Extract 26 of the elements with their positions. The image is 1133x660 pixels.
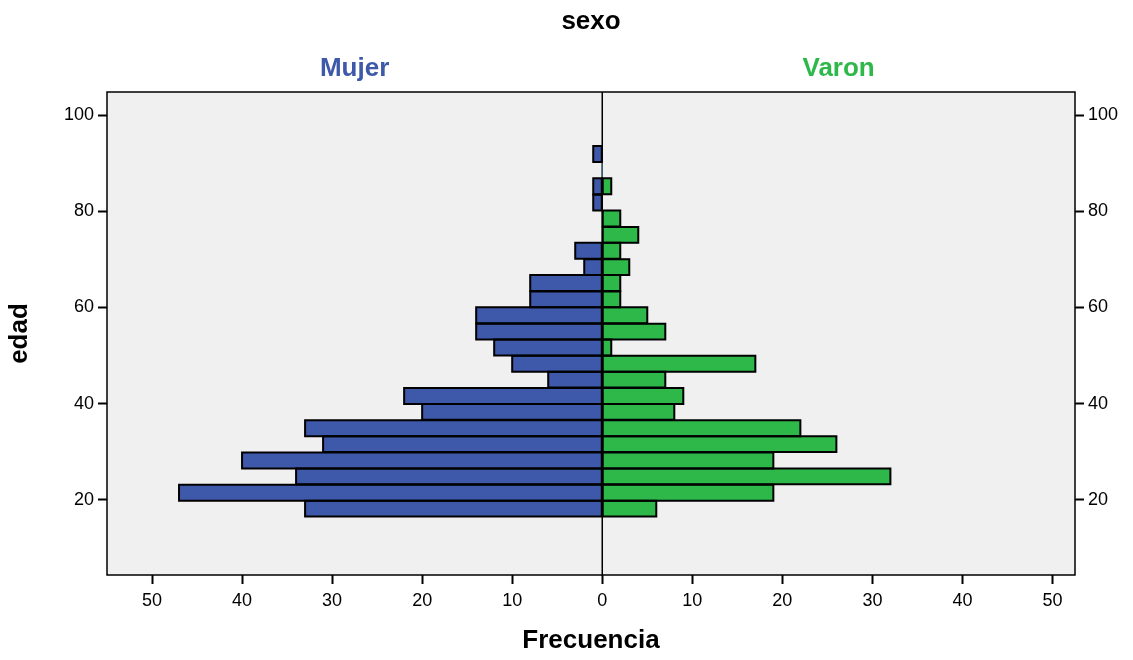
y-tick-label: 80 — [73, 200, 94, 221]
x-axis-title: Frecuencia — [522, 623, 661, 654]
x-tick-label: 50 — [1042, 589, 1063, 610]
x-tick-label: 30 — [862, 589, 883, 610]
x-tick-label: 50 — [142, 589, 163, 610]
x-tick-label: 20 — [412, 589, 433, 610]
x-tick-label: 40 — [232, 589, 253, 610]
x-tick-label: 20 — [772, 589, 793, 610]
y2-tick-label: 60 — [1088, 296, 1109, 317]
y2-tick-label: 20 — [1088, 488, 1109, 509]
y-tick-label: 40 — [73, 392, 94, 413]
text: Mujer — [319, 52, 390, 83]
y2-tick-label: 80 — [1088, 200, 1109, 221]
y2-tick-label: 100 — [1088, 104, 1119, 125]
x-tick-label: 10 — [502, 589, 523, 610]
y-axis-title: edad — [2, 303, 33, 364]
legend-title: sexo — [561, 5, 621, 36]
y-tick-label: 60 — [73, 296, 94, 317]
text: Varon — [802, 52, 875, 83]
x-tick-label: 30 — [322, 589, 343, 610]
x-tick-label: 40 — [952, 589, 973, 610]
y-tick-label: 20 — [73, 488, 94, 509]
x-tick-label: 10 — [682, 589, 703, 610]
y-tick-label: 100 — [63, 104, 94, 125]
y2-tick-label: 40 — [1088, 392, 1109, 413]
x-tick-label: 0 — [597, 589, 608, 610]
